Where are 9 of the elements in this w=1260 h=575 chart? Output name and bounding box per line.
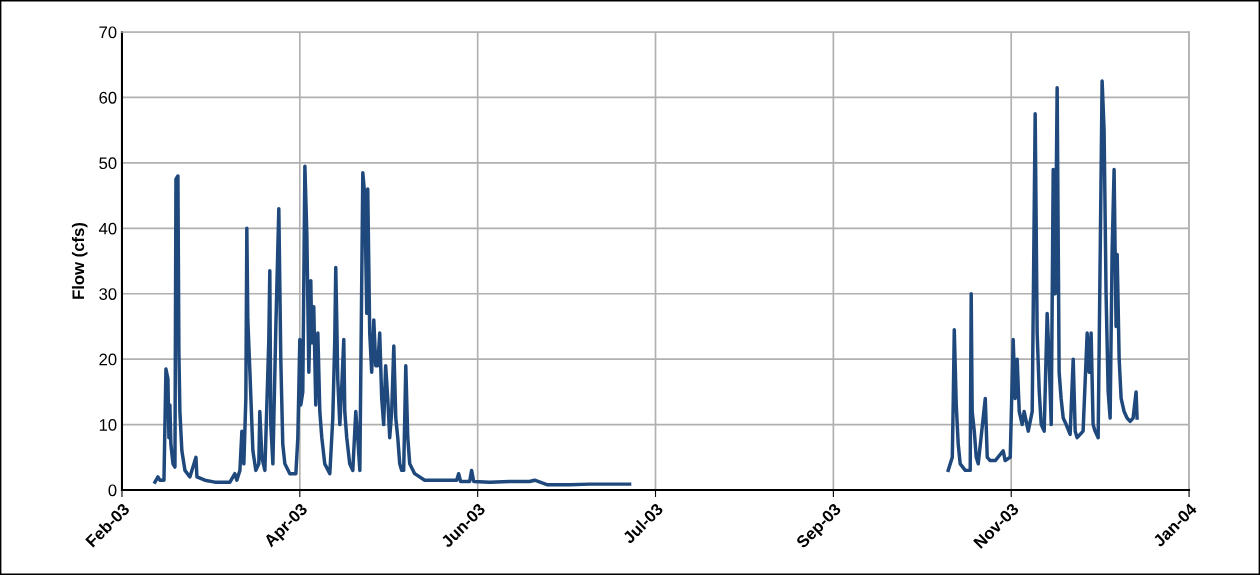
y-tick-label: 30: [99, 288, 117, 300]
y-tick-label: 0: [108, 484, 117, 497]
y-axis-title: Flow (cfs): [71, 222, 88, 299]
y-tick-label: 60: [99, 91, 117, 104]
y-tick-label: 40: [98, 222, 117, 235]
y-tick-label: 50: [99, 157, 117, 170]
y-tick-label: 20: [99, 353, 117, 366]
y-tick-label: 10: [99, 418, 117, 431]
y-tick-label: 70: [99, 26, 117, 39]
